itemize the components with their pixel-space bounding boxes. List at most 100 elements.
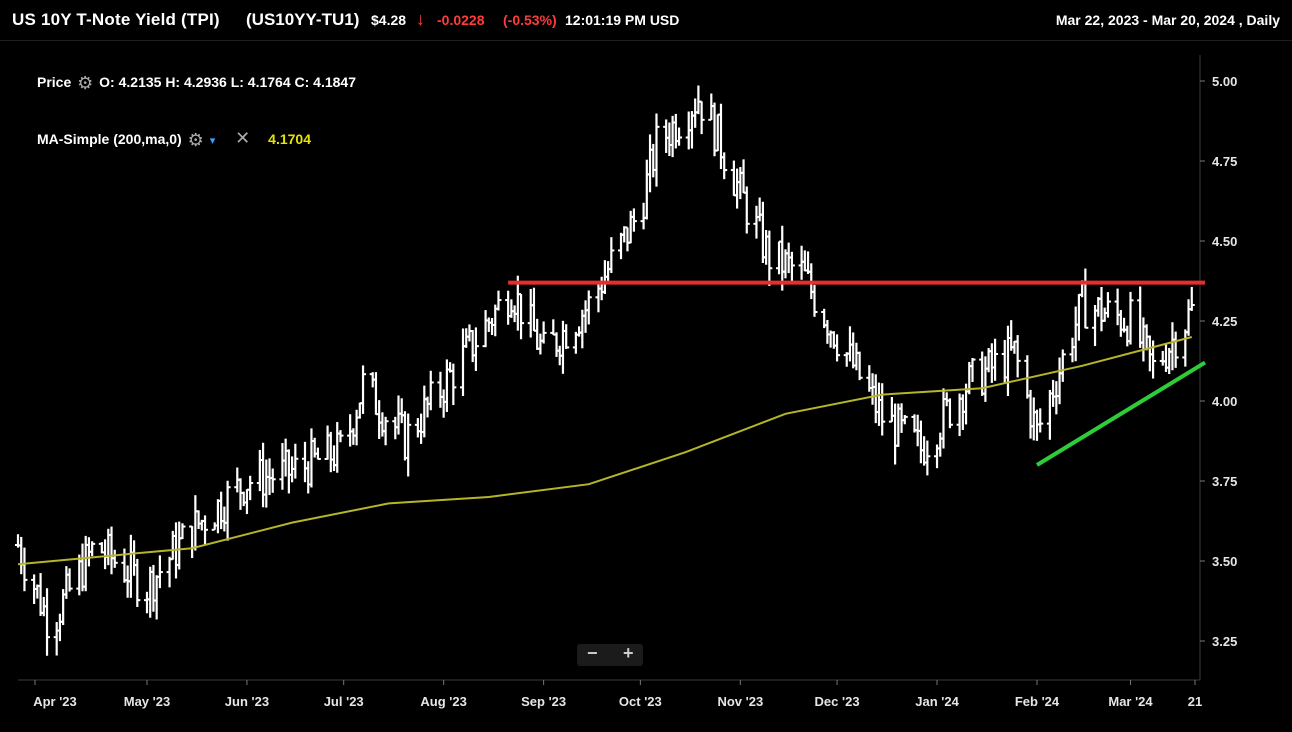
price-bar [243, 488, 250, 515]
price-bar [1004, 325, 1011, 396]
date-range[interactable]: Mar 22, 2023 - Mar 20, 2024 , Daily [1055, 12, 1280, 28]
x-tick-label: Feb '24 [1015, 694, 1060, 709]
price-bar [879, 383, 886, 436]
price-bar [1069, 337, 1076, 363]
price-bar [382, 416, 389, 446]
price-bar [1169, 322, 1176, 371]
price-bar [530, 287, 537, 332]
price-bar [895, 403, 902, 447]
price-bar [460, 328, 467, 396]
price-bar [314, 447, 321, 460]
price-bar [695, 85, 702, 115]
price-bar [427, 370, 434, 411]
chart-header: US 10Y T-Note Yield (TPI) (US10YY-TU1) $… [0, 0, 1292, 41]
price-label: Price [37, 74, 72, 91]
price-bar [495, 290, 502, 311]
price-bar [1072, 306, 1079, 362]
price-bar [1011, 340, 1018, 354]
price-bar [1117, 310, 1124, 337]
price-bar [805, 251, 812, 274]
price-bar [195, 510, 202, 529]
x-tick-label: Mar '24 [1108, 694, 1153, 709]
x-tick-label: Sep '23 [521, 694, 566, 709]
price-change-percent: (-0.53%) [503, 12, 557, 28]
zoom-out-button[interactable]: − [587, 643, 598, 663]
price-bar [472, 327, 479, 371]
chevron-down-icon[interactable]: ▾ [209, 135, 216, 147]
price-bar [192, 495, 199, 551]
price-bar [127, 534, 134, 598]
price-bar [559, 320, 566, 374]
ma-legend: MA-Simple (200,ma,0) ⚙ ▾ ✕ 4.1704 [37, 128, 311, 151]
price-bar [992, 338, 999, 381]
price-bar [1137, 286, 1144, 348]
price-bar [247, 475, 254, 501]
price-bar [850, 332, 857, 369]
price-bar [260, 442, 267, 508]
price-bar [640, 202, 647, 230]
moving-average-line [17, 336, 1193, 566]
price-bar [888, 396, 895, 423]
price-bar [898, 403, 905, 433]
gear-icon[interactable]: ⚙ [77, 73, 94, 93]
price-bar [131, 540, 138, 576]
instrument-title: US 10Y T-Note Yield (TPI) [12, 10, 220, 29]
price-bar [869, 373, 876, 405]
price-bar [482, 310, 489, 348]
price-bar [443, 359, 450, 412]
price-bar [285, 449, 292, 494]
price-bar [698, 100, 705, 135]
price-bar [1104, 292, 1111, 318]
x-tick-label: Jan '24 [915, 694, 959, 709]
price-bar [1001, 339, 1008, 383]
price-chart[interactable]: 5.00 4.75 4.50 4.25 4.00 3.75 3.50 3.25 Apr '23 M… [0, 41, 1292, 727]
price-bar [653, 113, 660, 187]
price-bar [1014, 335, 1021, 378]
price-bar [437, 371, 444, 408]
price-bar [627, 210, 634, 244]
price-bar [324, 425, 331, 460]
price-bar [421, 385, 428, 438]
price-bar [263, 459, 270, 508]
y-tick-label: 4.50 [1212, 234, 1237, 249]
price-bar [143, 591, 150, 614]
price-bar [334, 422, 341, 473]
price-bar [376, 400, 383, 439]
x-tick-label: Apr '23 [33, 694, 77, 709]
price-bar [379, 412, 386, 437]
price-bar [89, 541, 96, 557]
price-bar [621, 226, 628, 243]
price-bar [292, 443, 299, 479]
price-bar [166, 556, 173, 588]
price-bar [753, 205, 760, 239]
price-bar [66, 568, 73, 592]
price-bar [540, 321, 547, 344]
price-bar [917, 420, 924, 464]
price-bar [711, 102, 718, 157]
x-tick-label: Aug '23 [420, 694, 466, 709]
zoom-in-button[interactable]: + [623, 643, 634, 663]
zoom-controls: − + [577, 643, 643, 666]
price-bar [237, 478, 244, 510]
chart-area[interactable]: 5.00 4.75 4.50 4.25 4.00 3.75 3.50 3.25 Apr '23 M… [0, 41, 1292, 727]
price-bar [108, 526, 115, 575]
y-tick-label: 5.00 [1212, 74, 1237, 89]
price-bar [1159, 350, 1166, 366]
price-bar [672, 113, 679, 149]
price-bar [308, 428, 315, 488]
price-bar [347, 414, 354, 447]
gear-icon[interactable]: ⚙ [187, 129, 204, 150]
price-bar [418, 413, 425, 444]
price-bar [424, 396, 431, 418]
price-bar [240, 491, 247, 507]
price-bar [111, 549, 118, 568]
price-bar [856, 351, 863, 381]
price-bar [1101, 307, 1108, 322]
price-bar [940, 388, 947, 449]
price-bar [256, 449, 263, 492]
price-bar [485, 317, 492, 332]
price-bar [508, 299, 515, 318]
price-bar [1172, 331, 1179, 368]
price-bar [737, 167, 744, 200]
close-icon[interactable]: ✕ [235, 128, 251, 148]
